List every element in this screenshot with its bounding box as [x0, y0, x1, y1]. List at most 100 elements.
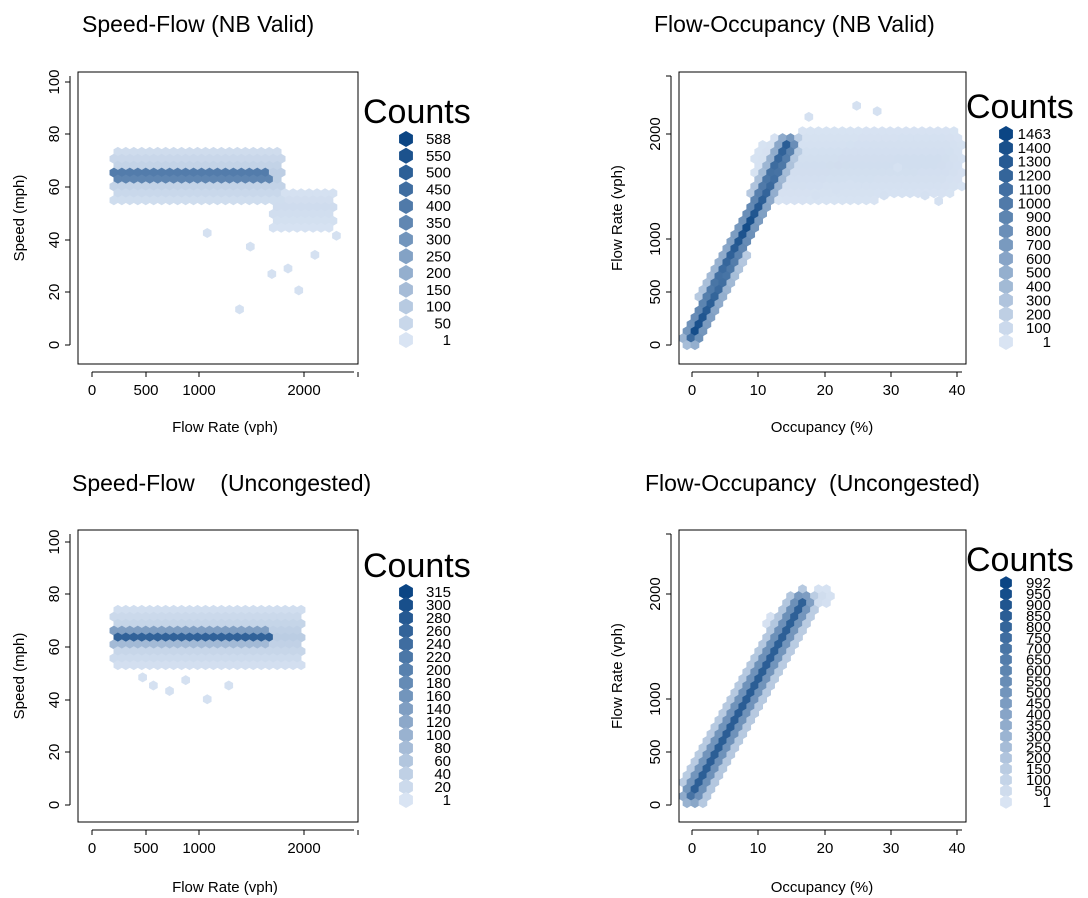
- hexbin-cell: [694, 777, 704, 788]
- hexbin-cell: [770, 133, 779, 144]
- hexbin-cell: [830, 126, 839, 137]
- hexbin-cell: [750, 708, 760, 719]
- hexbin-cell: [201, 632, 210, 643]
- hexbin-cell: [209, 146, 218, 157]
- y-axis-title: Speed (mph): [11, 633, 28, 720]
- hexbin-cell: [905, 146, 915, 157]
- hexbin-cell: [165, 167, 174, 178]
- hexbin-cell: [332, 230, 341, 241]
- hexbin-cell: [205, 625, 214, 636]
- hexbin-cell: [810, 604, 819, 615]
- hexbin-cell: [714, 742, 724, 753]
- chart-title: Speed-Flow (NB Valid): [82, 11, 314, 37]
- hexbin-cell: [161, 146, 170, 157]
- hexbin-cell: [818, 591, 827, 602]
- legend-label: 500: [1026, 685, 1051, 702]
- hexbin-cell: [913, 174, 923, 185]
- hexbin-cell: [149, 153, 159, 164]
- hexbin-cell: [117, 625, 127, 636]
- hexbin-cell: [235, 304, 244, 315]
- hexbin-cell: [909, 126, 919, 137]
- hexbin-cell: [109, 181, 119, 192]
- hexbin-cell: [774, 667, 783, 677]
- hexbin-cell: [770, 146, 779, 157]
- hexbin-cell: [778, 174, 787, 185]
- hexbin-cell: [738, 229, 748, 240]
- hexbin-cell: [738, 687, 748, 698]
- legend-swatch: [1000, 784, 1012, 798]
- hexbin-cell: [682, 326, 692, 337]
- hexbin-cell: [853, 126, 863, 137]
- legend-swatch: [399, 649, 413, 665]
- hexbin-cell: [225, 146, 234, 157]
- hexbin-cell: [782, 625, 791, 636]
- hexbin-cell: [157, 153, 166, 164]
- hexbin-cell: [161, 660, 170, 671]
- hexbin-cell: [945, 160, 955, 171]
- hexbin-cell: [718, 763, 728, 774]
- hexbin-cell: [726, 694, 736, 705]
- hexbin-cell: [798, 611, 807, 622]
- hexbin-cell: [722, 729, 732, 740]
- legend-label: 250: [426, 248, 451, 265]
- legend-label: 300: [1026, 292, 1051, 309]
- hexbin-cell: [113, 188, 123, 199]
- hexbin-cell: [149, 653, 159, 664]
- legend-swatch: [399, 214, 413, 231]
- hexbin-cell: [814, 167, 823, 178]
- hexbin-cell: [798, 153, 807, 164]
- legend-label: 80: [434, 740, 451, 757]
- hexbin-cell: [141, 153, 151, 164]
- hexbin-cell: [117, 153, 127, 164]
- legend-label: 1300: [1018, 154, 1051, 171]
- y-tick-label: 2000: [647, 117, 664, 150]
- hexbin-cell: [221, 653, 230, 664]
- x-tick-label: 1000: [182, 840, 215, 857]
- hexbin-cell: [117, 195, 127, 206]
- hexbin-cell: [272, 618, 282, 629]
- hexbin-cell: [280, 632, 290, 643]
- hexbin-cell: [157, 195, 166, 206]
- hexbin-cell: [746, 715, 756, 726]
- hexbin-cell: [722, 243, 732, 254]
- x-tick-label: 1000: [182, 382, 215, 399]
- x-axis-title: Flow Rate (vph): [172, 419, 278, 436]
- hexbin-cell: [754, 687, 764, 698]
- hexbin-cell: [138, 672, 147, 683]
- x-tick-label: 2000: [287, 382, 320, 399]
- hexbin-cell: [734, 708, 744, 719]
- hexbin-cell: [213, 653, 222, 664]
- hexbin-cell: [241, 660, 250, 671]
- hexbin-cell: [730, 271, 740, 282]
- hexbin-cell: [814, 584, 823, 595]
- hexbin-cell: [738, 673, 748, 684]
- legend-label: 300: [1026, 728, 1051, 745]
- hexbin-cell: [893, 126, 903, 137]
- hexbin-cell: [181, 611, 190, 622]
- hexbin-cell: [252, 611, 262, 622]
- hexbin-cell: [933, 153, 943, 164]
- hexbin-cell: [758, 195, 767, 206]
- legend-label: 500: [1026, 265, 1051, 282]
- hexbin-cell: [308, 222, 318, 233]
- hexbin-cell: [221, 625, 230, 636]
- legend-label: 200: [1026, 750, 1051, 767]
- hexbin-cell: [746, 202, 756, 213]
- hexbin-cell: [782, 611, 791, 622]
- hexbin-cell: [826, 133, 835, 144]
- hexbin-cell: [137, 632, 147, 643]
- hexbin-cell: [730, 715, 740, 726]
- hexbin-cell: [237, 611, 246, 622]
- hexbin-cell: [145, 604, 155, 615]
- x-tick-label: 20: [817, 840, 834, 857]
- hexbin-cell: [133, 195, 143, 206]
- hexbin-cell: [678, 777, 688, 788]
- hexbin-cell: [798, 625, 807, 636]
- hexbin-cell: [161, 604, 170, 615]
- hexbin-cell: [949, 153, 959, 164]
- legend-label: 450: [426, 181, 451, 198]
- hexbin-cell: [933, 126, 943, 137]
- hexbin-cell: [945, 133, 955, 144]
- hexbin-cell: [125, 611, 135, 622]
- hexbin-cell: [766, 653, 775, 664]
